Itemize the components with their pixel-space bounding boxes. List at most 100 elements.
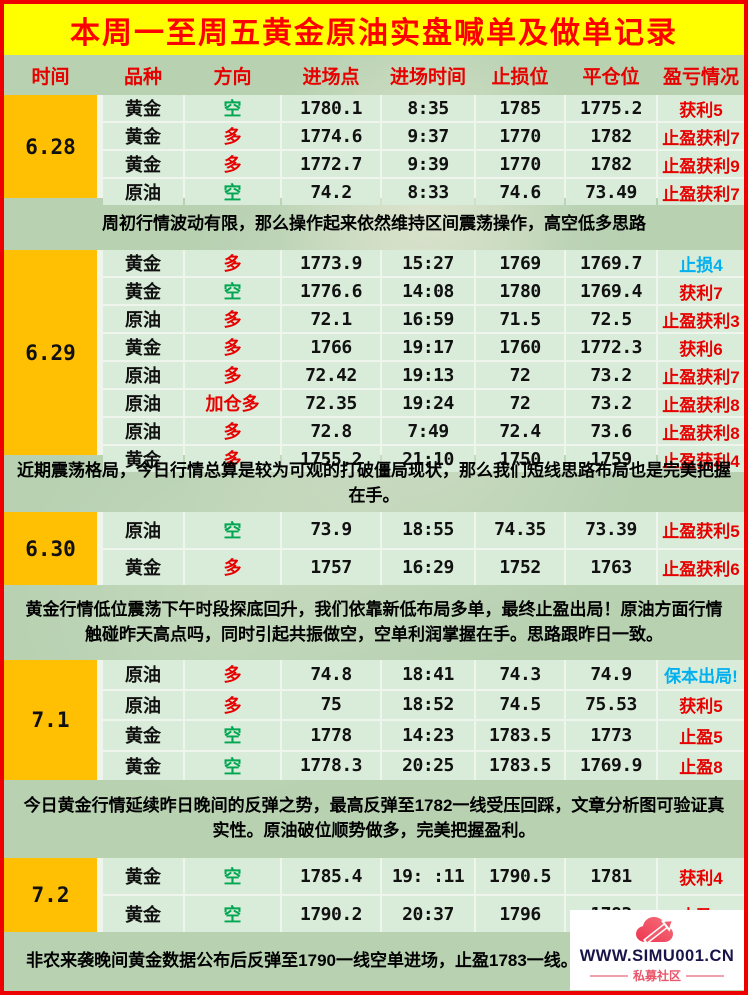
cell-stop: 1796 [476,896,564,932]
cell-entry-time: 16:29 [382,549,474,585]
cell-entry: 1757 [282,549,380,585]
cell-direction: 空 [185,721,280,750]
cell-direction: 多 [185,306,280,332]
cell-variety: 黄金 [103,721,183,750]
header-direction: 方向 [213,66,252,88]
header-result: 盈亏情况 [662,66,739,88]
cell-variety: 黄金 [103,95,183,121]
cell-entry: 1773.9 [282,250,380,276]
cell-entry-time: 20:25 [382,751,474,780]
cell-variety: 黄金 [103,896,183,932]
cell-stop: 1760 [476,334,564,360]
cell-variety: 原油 [103,418,183,444]
cell-entry: 73.9 [282,512,380,548]
trade-rows: 原油 多 74.8 18:41 74.3 74.9 保本出局! 原油 多 75 … [103,660,744,780]
cell-close: 72.5 [566,306,656,332]
cell-stop: 1769 [476,250,564,276]
cell-result: 获利5 [658,690,744,719]
cell-entry-time: 18:55 [382,512,474,548]
watermark: WWW.SIMU001.CN 私募社区 [570,910,744,990]
cell-variety: 原油 [103,660,183,689]
cell-result: 获利6 [658,334,744,360]
cell-entry: 1776.6 [282,278,380,304]
cell-entry-time: 19:24 [382,390,474,416]
cell-entry: 1780.1 [282,95,380,121]
date-cell: 7.2 [4,858,97,932]
cell-entry: 72.42 [282,362,380,388]
cell-direction: 空 [185,278,280,304]
cell-direction: 多 [185,250,280,276]
cell-variety: 原油 [103,362,183,388]
cell-direction: 空 [185,179,280,205]
cell-direction: 多 [185,660,280,689]
cell-entry: 1766 [282,334,380,360]
cell-direction: 多 [185,690,280,719]
cell-close: 73.6 [566,418,656,444]
cell-variety: 原油 [103,690,183,719]
cell-close: 1769.4 [566,278,656,304]
divider [589,974,628,977]
cell-direction: 多 [185,418,280,444]
cell-result: 止盈获利8 [658,390,744,416]
cell-result: 止盈8 [658,751,744,780]
cell-stop: 1783.5 [476,751,564,780]
cell-close: 73.39 [566,512,656,548]
cell-variety: 原油 [103,390,183,416]
cell-stop: 1790.5 [476,858,564,894]
cell-entry-time: 16:59 [382,306,474,332]
divider [686,974,724,977]
cell-result: 止盈获利6 [658,549,744,585]
cell-close: 1772.3 [566,334,656,360]
cell-close: 1773 [566,721,656,750]
cell-stop: 1770 [476,151,564,177]
date-cell: 6.29 [4,250,97,455]
cell-direction: 多 [185,123,280,149]
cell-entry-time: 14:23 [382,721,474,750]
cell-entry: 72.8 [282,418,380,444]
header-close: 平仓位 [582,66,640,88]
cell-entry: 1772.7 [282,151,380,177]
cell-close: 73.49 [566,179,656,205]
cell-variety: 黄金 [103,858,183,894]
cell-direction: 空 [185,896,280,932]
cell-stop: 72 [476,390,564,416]
daily-comment: 周初行情波动有限，那么操作起来依然维持区间震荡操作，高空低多思路 [102,213,646,233]
cell-close: 1769.9 [566,751,656,780]
cell-entry: 1790.2 [282,896,380,932]
cell-direction: 多 [185,151,280,177]
cell-variety: 黄金 [103,549,183,585]
cell-close: 1782 [566,123,656,149]
cell-variety: 黄金 [103,250,183,276]
cell-result: 止盈获利5 [658,512,744,548]
trade-block: 7.1 原油 多 74.8 18:41 74.3 74.9 保本出局! 原油 多… [4,660,744,780]
cell-close: 1763 [566,549,656,585]
cell-direction: 空 [185,751,280,780]
cell-direction: 多 [185,334,280,360]
cell-close: 1781 [566,858,656,894]
cell-stop: 72 [476,362,564,388]
cell-entry-time: 8:33 [382,179,474,205]
cell-close: 1782 [566,151,656,177]
table-header-row: 时间 品种 方向 进场点 进场时间 止损位 平仓位 盈亏情况 [4,55,744,95]
trade-rows: 原油 空 73.9 18:55 74.35 73.39 止盈获利5 黄金 多 1… [103,512,744,585]
cell-result: 保本出局! [658,660,744,689]
cell-stop: 74.5 [476,690,564,719]
cell-entry: 74.8 [282,660,380,689]
watermark-site-text: WWW.SIMU001.CN [579,947,735,965]
cell-entry: 75 [282,690,380,719]
cell-entry-time: 19: :11 [382,858,474,894]
cell-entry-time: 19:17 [382,334,474,360]
watermark-community-label: 私募社区 [632,969,681,984]
header-entry: 进场点 [302,66,360,88]
cell-direction: 空 [185,95,280,121]
cell-entry: 1774.6 [282,123,380,149]
cell-stop: 72.4 [476,418,564,444]
cell-result: 止盈获利7 [658,362,744,388]
cell-stop: 74.35 [476,512,564,548]
cell-entry-time: 9:39 [382,151,474,177]
cell-result: 获利5 [658,95,744,121]
header-time: 时间 [31,66,70,88]
cell-variety: 黄金 [103,123,183,149]
header-stop: 止损位 [491,66,549,88]
cell-direction: 空 [185,512,280,548]
